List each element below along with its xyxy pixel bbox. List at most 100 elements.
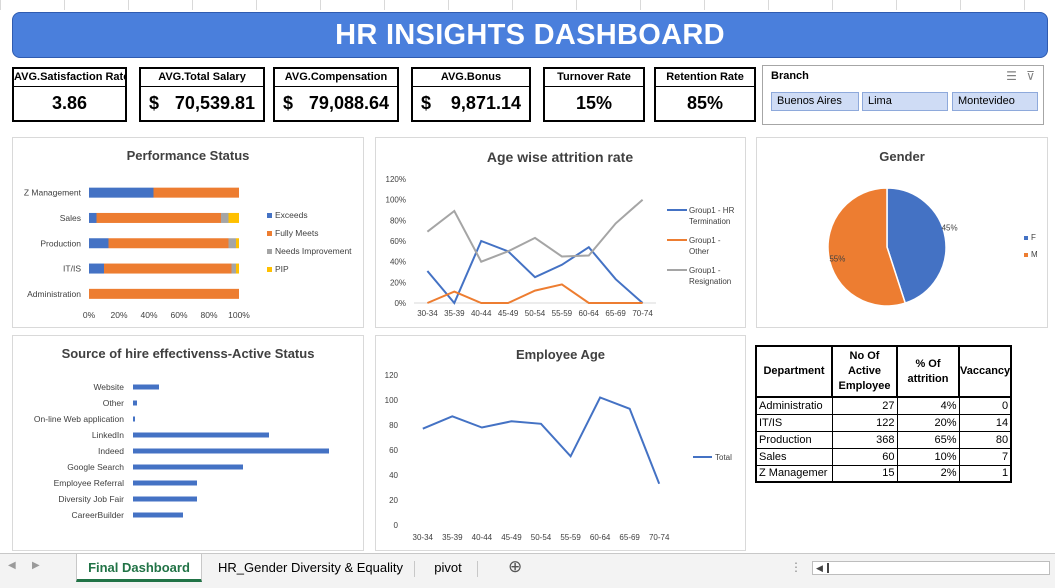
slicer-item-lima[interactable]: Lima (862, 92, 948, 111)
x-tick-label: 40% (140, 310, 157, 320)
category-label-production: Production (40, 238, 81, 248)
slicer-item-montevideo[interactable]: Montevideo (952, 92, 1038, 111)
bar-linkedin (133, 432, 269, 438)
branch-slicer: Branch ☰ ⊽ Buenos Aires Lima Montevideo (762, 65, 1044, 125)
gender-chart: 45% 55% FM (827, 187, 1038, 307)
legend-swatch-fully-meets (267, 231, 272, 236)
table-cell[interactable]: 0 (958, 396, 1012, 415)
add-sheet-icon[interactable]: ⊕ (508, 557, 523, 576)
table-cell[interactable]: 122 (831, 413, 898, 432)
attrition-chart: 0% 20% 40% 60% 80% 100% 120% 30-34 35-39 40-44 45-… (386, 175, 735, 318)
table-cell[interactable]: Production (755, 430, 833, 449)
bar-fully-meets-z-management (153, 187, 239, 198)
multi-select-icon[interactable]: ☰ (1006, 69, 1017, 83)
x-tick-label: 0% (83, 310, 96, 320)
tab-hr-gender-diversity[interactable]: HR_Gender Diversity & Equality (218, 560, 403, 575)
kpi-label: Retention Rate (656, 69, 754, 87)
table-cell[interactable]: 4% (896, 396, 960, 415)
table-cell[interactable]: 368 (831, 430, 898, 449)
legend-label-fully-meets: Fully Meets (275, 228, 318, 238)
performance-chart-panel[interactable]: Performance Status Z Management Sales Prod… (12, 137, 364, 328)
table-cell[interactable]: Z Managemer (755, 464, 833, 483)
clear-filter-icon[interactable]: ⊽ (1026, 69, 1035, 83)
kpi-label: AVG.Satisfaction Rate (14, 69, 125, 87)
legend-label-group1-other-line2: Other (689, 247, 709, 256)
table-cell[interactable]: 27 (831, 396, 898, 415)
x-tick-label: 50-54 (525, 309, 546, 318)
source-chart: Website Other On-line Web application Linke… (34, 382, 329, 520)
bar-exceeds-z-management (89, 187, 154, 198)
table-cell[interactable]: 14 (958, 413, 1012, 432)
legend-swatch-pip (267, 267, 272, 272)
table-cell[interactable]: 2% (896, 464, 960, 483)
table-cell[interactable]: 15 (831, 464, 898, 483)
bar-needs-improvement-it-is (231, 263, 236, 274)
x-tick-label: 65-69 (605, 309, 626, 318)
kpi-number: 9,871.14 (450, 93, 521, 113)
dashboard-title: HR INSIGHTS DASHBOARD (12, 12, 1048, 58)
sheet-tab-bar: ◀ ▶ Final Dashboard HR_Gender Diversity … (0, 553, 1055, 588)
scrollbar-thumb[interactable] (827, 563, 829, 573)
x-tick-label: 40-44 (472, 533, 493, 542)
table-cell[interactable]: 60 (831, 447, 898, 466)
kpi-turnover-card: Turnover Rate 15% (543, 67, 645, 122)
tab-pivot[interactable]: pivot (434, 560, 462, 575)
line-group1-other (427, 283, 643, 304)
kpi-label: AVG.Total Salary (141, 69, 263, 87)
tab-divider (414, 561, 415, 577)
y-tick-label: 120% (386, 175, 406, 184)
attrition-chart-panel[interactable]: Age wise attrition rate 0% 20% 40% 60% 80% 10… (375, 137, 746, 328)
legend-label-total: Total (715, 453, 732, 462)
table-row: Production 368 65% 80 (755, 430, 1012, 449)
sheet-gridlines (0, 0, 1055, 10)
table-cell[interactable]: Sales (755, 447, 833, 466)
x-tick-label: 45-49 (498, 309, 519, 318)
bar-pip-it-is (236, 263, 239, 274)
table-cell[interactable]: Administratio (755, 396, 833, 415)
gender-chart-panel[interactable]: Gender 45% 55% F M (756, 137, 1048, 328)
table-cell[interactable]: 7 (958, 447, 1012, 466)
legend-swatch-f (1024, 236, 1028, 240)
currency-symbol: $ (149, 93, 160, 113)
bar-needs-improvement-production (228, 238, 236, 249)
table-cell[interactable]: 10% (896, 447, 960, 466)
table-cell[interactable]: 65% (896, 430, 960, 449)
table-cell[interactable]: 80 (958, 430, 1012, 449)
bar-careerbuilder (133, 512, 183, 518)
bar-employee-referral (133, 480, 197, 486)
chart-title: Age wise attrition rate (486, 149, 634, 165)
category-label-website: Website (93, 382, 124, 392)
x-tick-label: 100% (228, 310, 250, 320)
legend-label-group1-resignation-line2: Resignation (689, 277, 731, 286)
x-tick-label: 60-64 (579, 309, 600, 318)
tab-scroll-right-icon[interactable]: ▶ (32, 560, 40, 571)
bar-other (133, 400, 137, 406)
tab-final-dashboard[interactable]: Final Dashboard (76, 554, 202, 582)
x-tick-label: 40-44 (471, 309, 492, 318)
table-cell[interactable]: IT/IS (755, 413, 833, 432)
x-tick-label: 30-34 (413, 533, 434, 542)
scroll-left-arrow-icon[interactable]: ◀ (816, 563, 823, 573)
category-label-google-search: Google Search (67, 462, 124, 472)
horizontal-scrollbar[interactable]: ◀ (812, 561, 1050, 575)
x-tick-label: 20% (110, 310, 127, 320)
table-cell[interactable]: 1 (958, 464, 1012, 483)
x-tick-label: 45-49 (501, 533, 522, 542)
table-cell[interactable]: 20% (896, 413, 960, 432)
currency-symbol: $ (283, 93, 294, 113)
legend-label-group1-hr-termination: Group1 - HR (689, 206, 735, 215)
slicer-item-buenos-aires[interactable]: Buenos Aires (771, 92, 859, 111)
x-tick-label: 60% (170, 310, 187, 320)
legend-label-pip: PIP (275, 264, 289, 274)
chart-title: Source of hire effectivenss-Active Statu… (61, 346, 315, 361)
tab-scroll-left-icon[interactable]: ◀ (8, 560, 16, 571)
more-options-icon[interactable]: ⋮ (790, 560, 802, 574)
x-tick-label: 65-69 (619, 533, 640, 542)
legend-label-exceeds: Exceeds (275, 210, 308, 220)
source-chart-panel[interactable]: Source of hire effectivenss-Active Statu… (12, 335, 364, 551)
age-chart-panel[interactable]: Employee Age 0 20 40 60 80 100 120 30-34 35-39 40… (375, 335, 746, 551)
bar-website (133, 384, 159, 390)
kpi-number: 70,539.81 (174, 93, 255, 113)
y-tick-label: 120 (385, 371, 399, 380)
legend-swatch-m (1024, 253, 1028, 257)
